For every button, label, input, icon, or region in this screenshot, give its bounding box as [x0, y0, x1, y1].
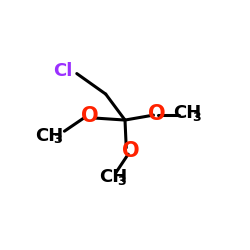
Text: 3: 3: [53, 133, 62, 146]
Text: Cl: Cl: [53, 62, 72, 80]
Text: 3: 3: [192, 111, 200, 124]
Text: CH: CH: [35, 127, 63, 145]
Text: 3: 3: [117, 175, 126, 188]
Text: CH: CH: [173, 104, 202, 122]
Text: O: O: [122, 142, 140, 162]
Text: CH: CH: [99, 168, 127, 186]
Text: O: O: [148, 104, 166, 124]
Text: O: O: [80, 106, 98, 126]
